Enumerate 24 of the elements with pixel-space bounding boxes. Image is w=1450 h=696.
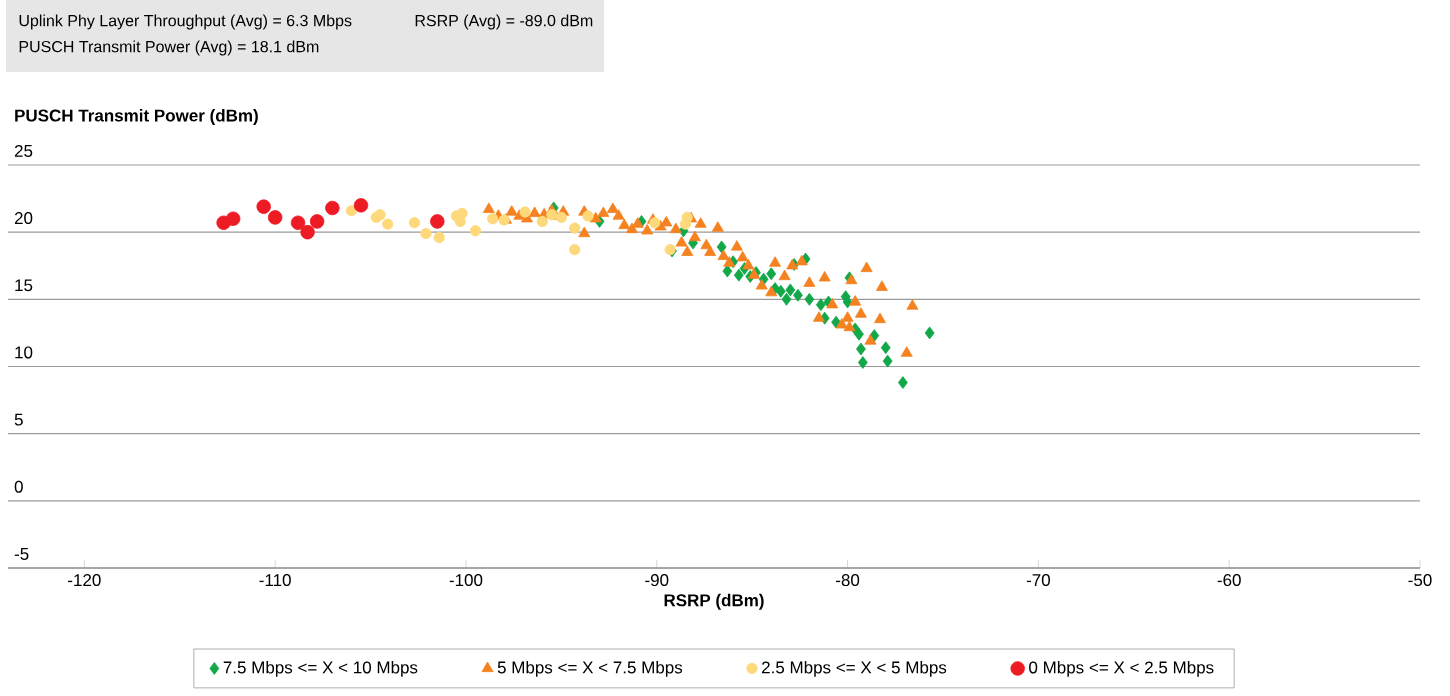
y-tick-label: 15 [15,279,33,292]
legend-label: 2.5 Mbps <= X < 5 Mbps [762,660,947,677]
x-axis-title: RSRP (dBm) [664,593,764,610]
y-tick-label: 5 [14,413,23,426]
y-axis-title: PUSCH Transmit Power (dBm) [15,109,258,125]
y-tick-label: 10 [15,346,33,359]
y-tick-label: 20 [14,212,33,225]
x-tick-label: -110 [259,574,291,587]
legend-label: 5 Mbps <= X < 7.5 Mbps [497,660,683,677]
x-tick-label: -70 [1026,574,1050,587]
legend-label: 0 Mbps <= X < 2.5 Mbps [1029,660,1214,677]
x-tick-label: -80 [836,574,860,587]
y-tick-label: -5 [14,548,29,560]
x-tick-label: -50 [1408,574,1432,587]
legend-label: 7.5 Mbps <= X < 10 Mbps [223,660,418,677]
x-tick-label: -100 [449,574,483,587]
y-tick-label: 0 [14,480,23,493]
y-tick-label: 25 [14,144,33,157]
x-tick-label: -120 [68,574,101,587]
x-tick-label: -90 [645,574,669,587]
text: RSRP (Avg) = -89.0 dBm [415,14,593,30]
text: Uplink Phy Layer Throughput (Avg) = 6.3 Mbps [19,14,352,30]
text: PUSCH Transmit Power (Avg) = 18.1 dBm [19,40,319,56]
x-tick-label: -60 [1217,574,1241,587]
